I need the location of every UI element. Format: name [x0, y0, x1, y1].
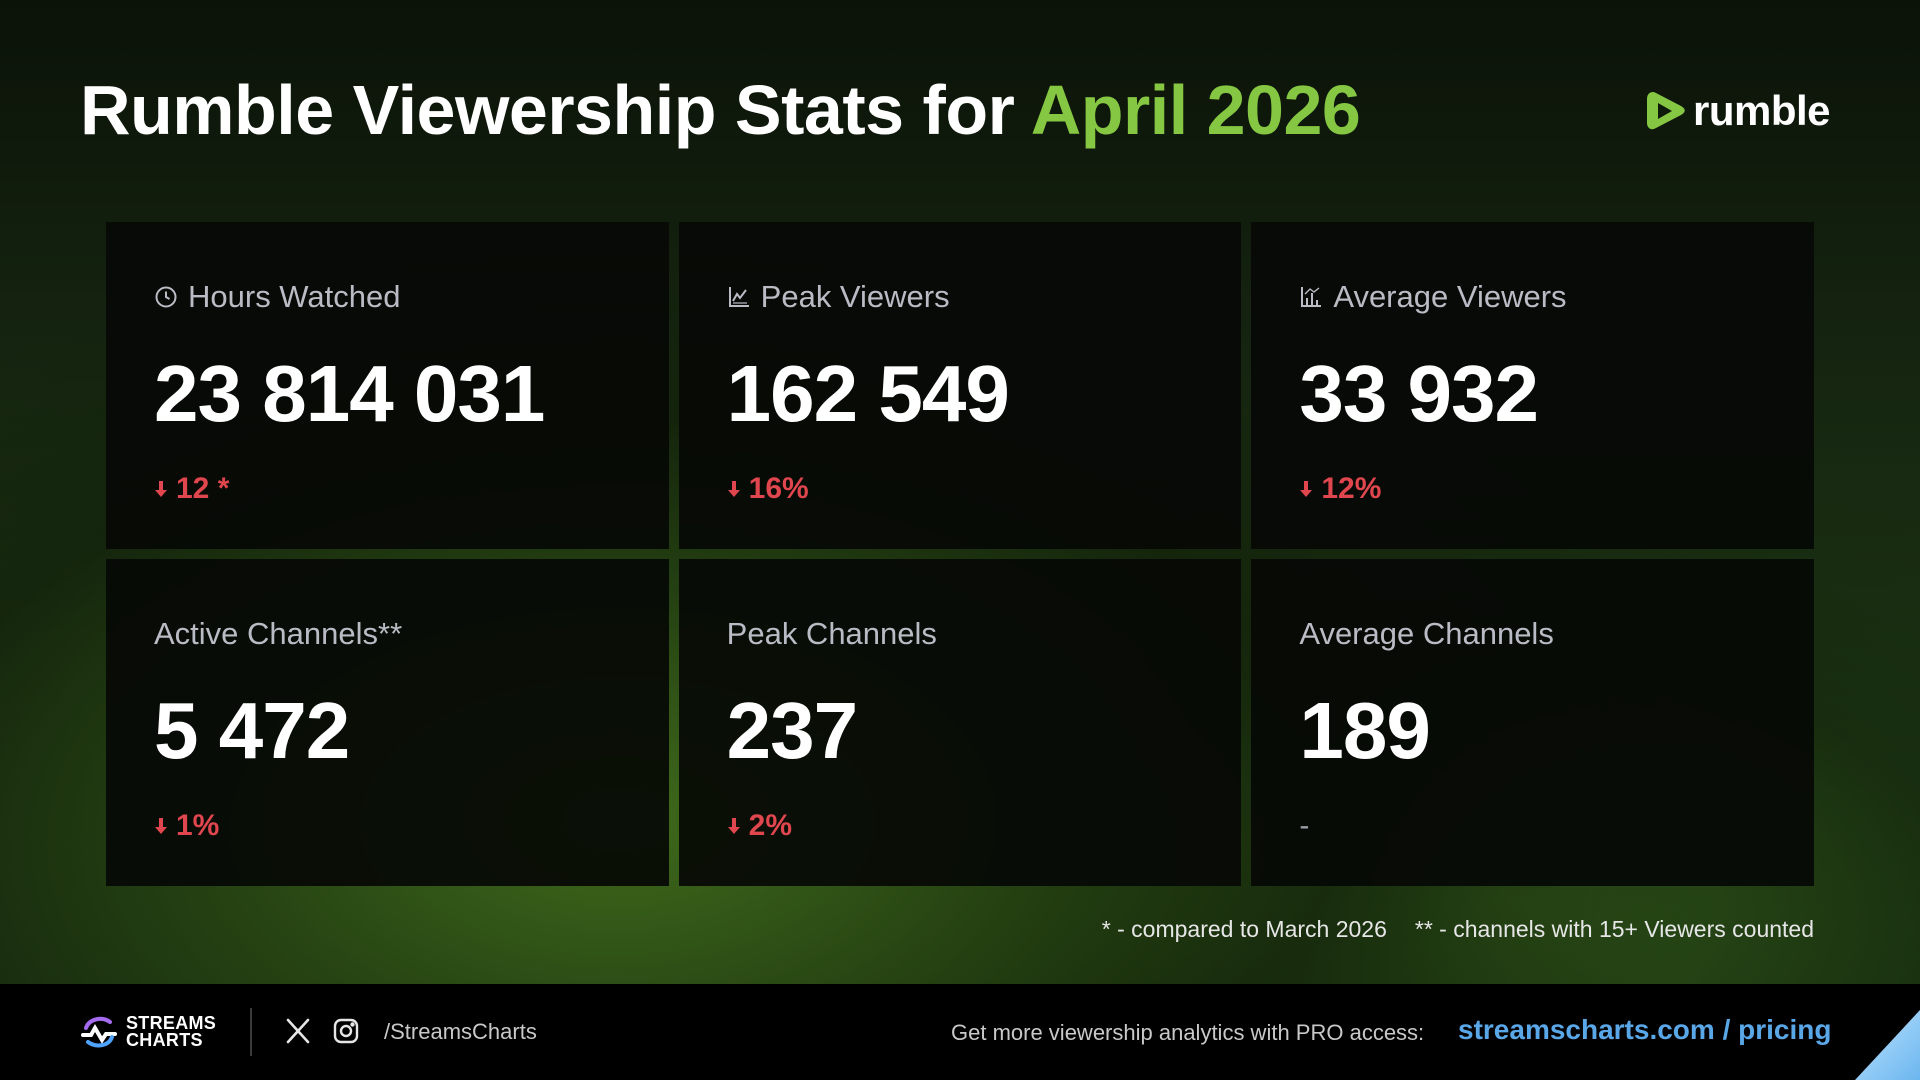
stat-change: 1%: [154, 808, 669, 844]
logo-line1: STREAMS: [126, 1013, 217, 1033]
stat-change: -: [1299, 808, 1814, 844]
stat-change: 2%: [727, 808, 1242, 844]
stat-change: 12 *: [154, 471, 669, 507]
stat-change-value: 16%: [748, 472, 809, 505]
rumble-play-icon: [1647, 92, 1685, 130]
chart-line-icon: [728, 287, 749, 307]
streamscharts-logo[interactable]: STREAMS CHARTS: [80, 1013, 216, 1051]
arrow-down-icon: [155, 818, 167, 834]
promo-text: Get more viewership analytics with PRO a…: [951, 1020, 1425, 1045]
streamscharts-wordmark: STREAMS CHARTS: [126, 1013, 217, 1050]
stat-change-value: 12 *: [176, 472, 230, 505]
social-handle[interactable]: /StreamsCharts: [384, 1019, 537, 1044]
stat-card-hours-watched: Hours Watched 23 814 031 12 *: [106, 222, 669, 549]
stat-label-text: Average Channels: [1299, 616, 1554, 651]
stat-value: 189: [1299, 686, 1430, 775]
x-link[interactable]: [284, 1017, 312, 1045]
footer-bar: [0, 984, 1920, 1080]
footnotes: * - compared to March 2026 ** - channels…: [1102, 916, 1814, 943]
stat-change-value: 12%: [1321, 472, 1382, 505]
stat-label: Hours Watched: [154, 277, 669, 317]
stats-grid: Hours Watched 23 814 031 12 * Peak Viewe…: [106, 222, 1814, 886]
stat-label-text: Average Viewers: [1333, 279, 1567, 314]
logo-line2: CHARTS: [126, 1030, 203, 1050]
footer-divider: [250, 1008, 252, 1056]
arrow-down-icon: [727, 481, 740, 497]
stat-change-value: -: [1299, 809, 1310, 842]
stat-value: 33 932: [1299, 349, 1539, 438]
instagram-icon: [333, 1018, 359, 1044]
stat-value: 23 814 031: [154, 349, 545, 438]
stat-change-value: 1%: [176, 809, 220, 842]
stat-card-peak-channels: Peak Channels 237 2%: [678, 559, 1242, 886]
stat-change: 12%: [1299, 471, 1814, 507]
stat-change-value: 2%: [748, 809, 793, 842]
stat-card-peak-viewers: Peak Viewers 162 549 16%: [678, 222, 1242, 549]
footnote-comparison: * - compared to March 2026: [1101, 916, 1387, 942]
stat-value: 162 549: [726, 349, 1010, 438]
stat-label-text: Active Channels**: [154, 616, 403, 651]
stat-label: Peak Viewers: [727, 277, 1242, 317]
stat-label-text: Peak Viewers: [760, 279, 950, 314]
footnote-channels: ** - channels with 15+ Viewers counted: [1414, 916, 1814, 942]
chart-bar-icon: [1301, 287, 1322, 307]
stat-value: 237: [726, 686, 858, 775]
stat-card-average-channels: Average Channels 189 -: [1251, 559, 1814, 886]
stat-value: 5 472: [154, 686, 350, 775]
arrow-down-icon: [1300, 481, 1313, 497]
pricing-link[interactable]: streamscharts.com / pricing: [1458, 1014, 1832, 1045]
x-icon: [286, 1018, 310, 1044]
stat-label: Average Viewers: [1299, 277, 1814, 317]
stat-label: Peak Channels: [727, 614, 1242, 654]
stat-card-active-channels: Active Channels** 5 472 1%: [106, 559, 669, 886]
arrow-down-icon: [727, 818, 740, 834]
brand-wordmark: rumble: [1693, 87, 1831, 134]
rumble-logo: rumble: [1645, 87, 1831, 134]
stat-label: Active Channels**: [154, 614, 669, 654]
stat-label-text: Peak Channels: [726, 616, 937, 651]
stat-label-text: Hours Watched: [188, 279, 401, 314]
stat-card-average-viewers: Average Viewers 33 932 12%: [1251, 222, 1814, 549]
stat-change: 16%: [727, 471, 1242, 507]
instagram-link[interactable]: [332, 1017, 360, 1045]
streamscharts-mark-icon: [81, 1016, 117, 1048]
title-highlight: April 2026: [1030, 71, 1361, 149]
stat-label: Average Channels: [1299, 614, 1814, 654]
arrow-down-icon: [155, 481, 167, 497]
title-main: Rumble Viewership Stats for: [80, 71, 1015, 149]
clock-icon: [155, 286, 177, 308]
page-title: Rumble Viewership Stats for April 2026: [80, 70, 1361, 150]
